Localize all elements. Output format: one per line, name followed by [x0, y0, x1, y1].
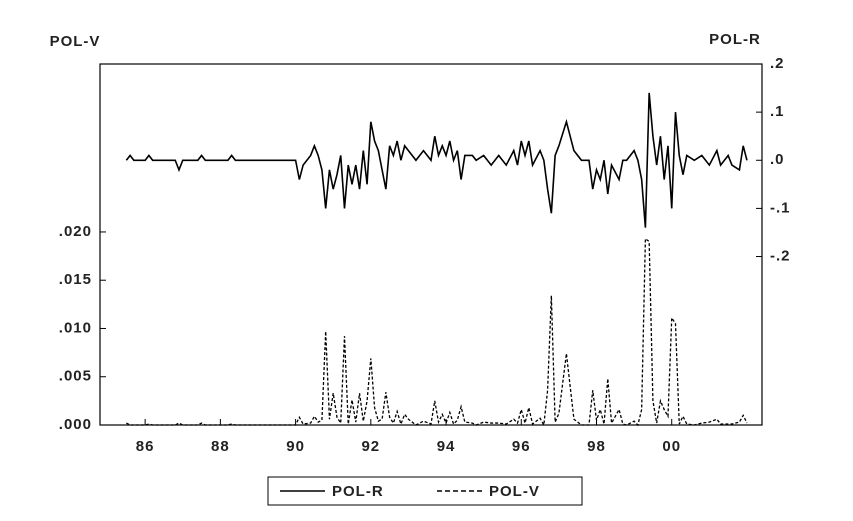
y-tick-label: .005: [59, 368, 92, 385]
x-tick-label: 88: [211, 438, 230, 455]
x-tick-label: 94: [437, 438, 456, 455]
y2-tick-label: .0: [770, 151, 785, 168]
y2-tick-label: .1: [770, 103, 785, 120]
x-tick-label: 96: [512, 438, 531, 455]
x-tick-label: 98: [587, 438, 606, 455]
x-tick-label: 90: [286, 438, 305, 455]
legend-label: POL-R: [332, 483, 384, 500]
y-tick-label: .010: [59, 319, 92, 336]
y2-tick-label: .2: [770, 55, 785, 72]
y-axis-title: POL-V: [50, 33, 101, 50]
x-tick-label: 00: [662, 438, 681, 455]
y-tick-label: .015: [59, 271, 92, 288]
legend-label: POL-V: [489, 483, 540, 500]
y-tick-label: .000: [59, 416, 92, 433]
series-line: [125, 92, 748, 228]
y2-tick-label: -.2: [770, 248, 791, 265]
y2-tick-label: -.1: [770, 199, 791, 216]
x-tick-label: 92: [361, 438, 380, 455]
legend-box: [267, 476, 583, 506]
y2-axis-title: POL-R: [709, 31, 761, 48]
y-tick-label: .020: [59, 223, 92, 240]
series-line: [126, 237, 748, 428]
plot-frame: [99, 63, 763, 426]
x-tick-label: 86: [136, 438, 155, 455]
